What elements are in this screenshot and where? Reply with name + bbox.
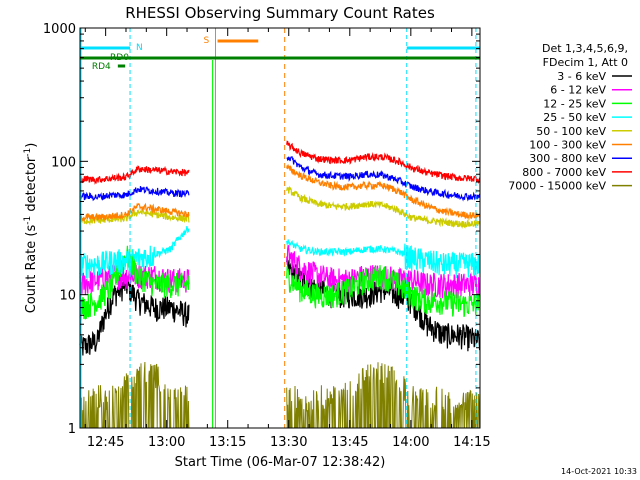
- x-axis-label: Start Time (06-Mar-07 12:38:42): [175, 455, 386, 470]
- chart-title: RHESSI Observing Summary Count Rates: [125, 4, 435, 22]
- y-tick-label-10: 10: [59, 289, 76, 304]
- series-line-1-pre: [79, 272, 190, 356]
- series-line-6-post: [286, 163, 481, 221]
- legend-label-1: 3 - 6 keV: [557, 70, 606, 83]
- series-line-3-pre: [79, 245, 190, 323]
- y-axis-label-exp-2: -1: [23, 148, 33, 157]
- series-line-4-post: [286, 239, 481, 279]
- rd0-label: RD0: [110, 53, 129, 63]
- x-tick-label-1400: 14:00: [392, 435, 429, 450]
- saa-label: S: [204, 36, 210, 46]
- night-label: N: [136, 43, 143, 53]
- legend-label-5: 50 - 100 keV: [536, 125, 606, 138]
- legend: Det 1,3,4,5,6,9,FDecim 1, Att 03 - 6 keV…: [508, 42, 632, 193]
- legend-label-4: 25 - 50 keV: [543, 111, 606, 124]
- y-tick-label-1000: 1000: [43, 22, 76, 37]
- y-axis-label-main: Count Rate (s: [24, 225, 39, 314]
- series-line-9-post: [286, 362, 481, 429]
- series-line-6-pre: [79, 202, 190, 224]
- x-tick-label-1330: 13:30: [270, 435, 307, 450]
- x-tick-label-1415: 14:15: [453, 435, 490, 450]
- y-axis-label-tail: detector: [24, 156, 39, 216]
- timestamp: 14-Oct-2021 10:33: [561, 467, 637, 476]
- series-line-8-pre: [79, 165, 190, 185]
- series-line-3-post: [286, 265, 481, 317]
- legend-header-2: FDecim 1, Att 0: [543, 56, 628, 69]
- legend-header-1: Det 1,3,4,5,6,9,: [542, 42, 628, 55]
- y-tick-label-1: 1: [68, 422, 76, 437]
- y-tick-label-100: 100: [51, 155, 76, 170]
- x-tick-label-1300: 13:00: [148, 435, 185, 450]
- legend-label-9: 7000 - 15000 keV: [508, 180, 606, 193]
- plot-layer: [79, 140, 481, 429]
- plot-frame: [79, 27, 481, 429]
- legend-label-2: 6 - 12 keV: [550, 84, 606, 97]
- series-line-5-pre: [79, 208, 190, 226]
- x-tick-label-1345: 13:45: [331, 435, 368, 450]
- series-line-7-pre: [79, 186, 190, 202]
- y-axis-label-exp-1: -1: [23, 216, 33, 225]
- axis-layer: 1 10 100 1000 12:45 13:00 13:15 13:30 13:45 14:00…: [43, 22, 491, 450]
- x-tick-label-1315: 13:15: [209, 435, 246, 450]
- series-line-4-pre: [79, 225, 190, 280]
- legend-label-7: 300 - 800 keV: [529, 152, 606, 165]
- legend-label-8: 800 - 7000 keV: [522, 166, 606, 179]
- y-axis-label: Count Rate (s-1 detector-1): [23, 143, 39, 314]
- series-line-5-post: [286, 185, 481, 229]
- rd4-label: RD4: [92, 62, 111, 72]
- legend-label-3: 12 - 25 keV: [543, 97, 606, 110]
- legend-label-6: 100 - 300 keV: [529, 139, 606, 152]
- y-axis-label-close: ): [24, 143, 39, 148]
- x-tick-label-1245: 12:45: [87, 435, 124, 450]
- series-line-9-pre: [79, 361, 190, 429]
- series-line-8-post: [286, 140, 481, 185]
- series-line-7-post: [286, 156, 481, 202]
